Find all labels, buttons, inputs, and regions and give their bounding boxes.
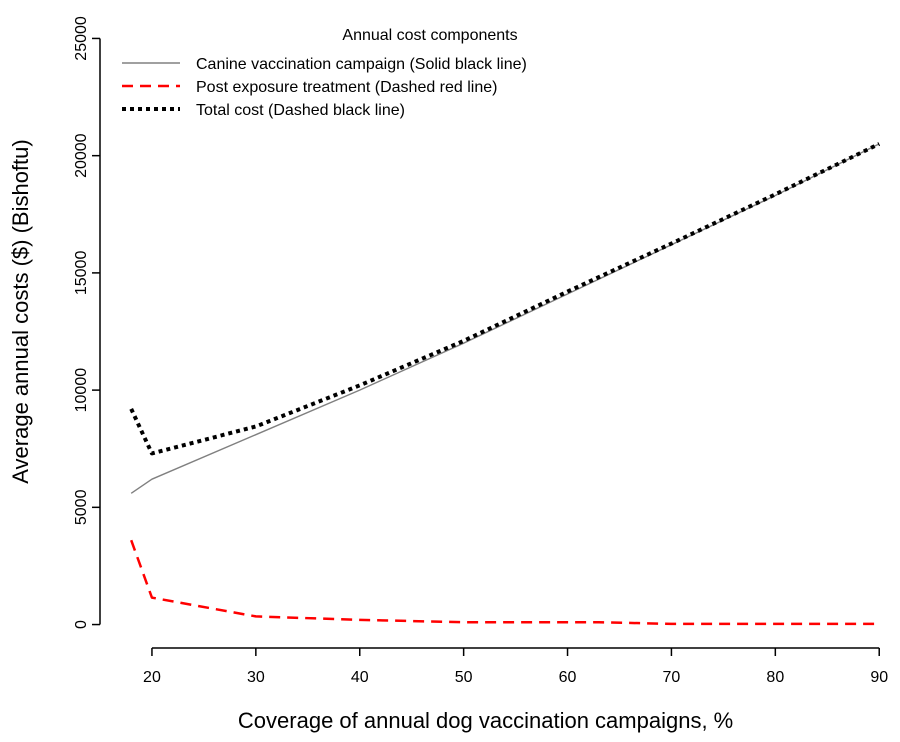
y-axis-title: Average annual costs ($) (Bishoftu) bbox=[8, 139, 33, 483]
y-tick-label: 15000 bbox=[73, 251, 90, 296]
series-line-2 bbox=[130, 539, 880, 626]
y-tick-label: 20000 bbox=[73, 133, 90, 178]
x-tick-label: 30 bbox=[247, 669, 265, 686]
legend-title: Annual cost components bbox=[342, 27, 517, 44]
legend: Annual cost components Canine vaccination… bbox=[122, 27, 527, 119]
y-tick-label: 0 bbox=[73, 620, 90, 629]
series-line-1 bbox=[130, 143, 880, 494]
y-tick-label: 10000 bbox=[73, 368, 90, 413]
x-axis-title: Coverage of annual dog vaccination campa… bbox=[238, 708, 733, 733]
axes: 0 5000 10000 15000 20000 25000 20 30 40 50 60 70 80 9… bbox=[73, 16, 888, 686]
x-tick-label: 60 bbox=[559, 669, 577, 686]
x-tick-label: 80 bbox=[766, 669, 784, 686]
legend-label: Total cost (Dashed black line) bbox=[196, 102, 405, 119]
legend-label: Canine vaccination campaign (Solid black… bbox=[196, 56, 527, 73]
legend-label: Post exposure treatment (Dashed red line… bbox=[196, 79, 497, 96]
series-layer bbox=[129, 142, 881, 626]
y-tick-label: 5000 bbox=[73, 489, 90, 525]
x-tick-label: 40 bbox=[351, 669, 369, 686]
x-tick-label: 20 bbox=[143, 669, 161, 686]
x-tick-label: 90 bbox=[870, 669, 888, 686]
x-tick-label: 70 bbox=[663, 669, 681, 686]
series-line-3 bbox=[129, 142, 881, 456]
y-tick-label: 25000 bbox=[73, 16, 90, 61]
x-tick-label: 50 bbox=[455, 669, 473, 686]
